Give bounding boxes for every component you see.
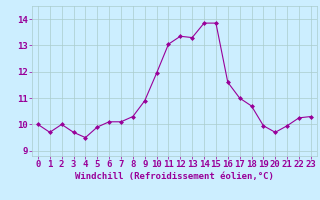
X-axis label: Windchill (Refroidissement éolien,°C): Windchill (Refroidissement éolien,°C) [75,172,274,181]
